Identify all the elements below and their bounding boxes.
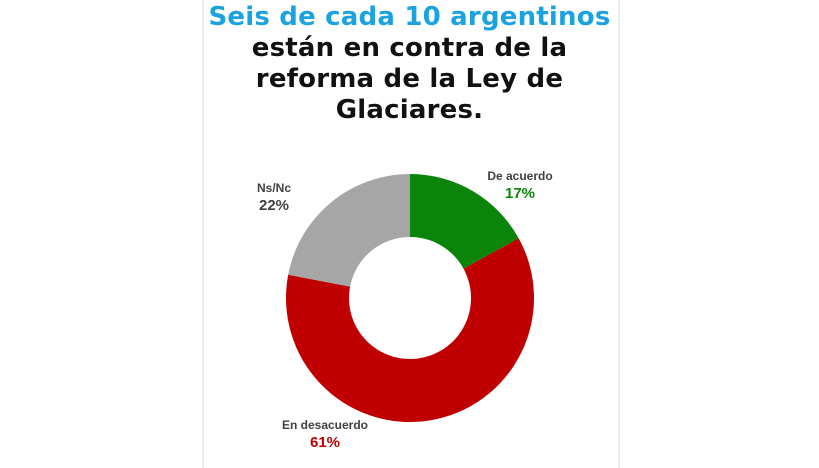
slice-nsnc [288, 174, 410, 287]
label-en-desacuerdo-name: En desacuerdo [281, 418, 369, 432]
label-de-acuerdo: De acuerdo 17% [470, 169, 570, 203]
label-en-desacuerdo-value: 61% [309, 434, 341, 451]
headline-line-4: Glaciares. [335, 95, 484, 125]
headline-accent: Seis de cada 10 argentinos [208, 2, 611, 32]
label-nsnc-name: Ns/Nc [256, 181, 291, 195]
label-de-acuerdo-value: 17% [504, 185, 536, 202]
headline-line-3: reforma de la Ley de [255, 64, 564, 94]
slice-en-desacuerdo [285, 238, 534, 422]
label-en-desacuerdo: En desacuerdo 61% [270, 418, 380, 452]
headline-line-2: están en contra de la [251, 33, 568, 63]
label-de-acuerdo-name: De acuerdo [487, 169, 553, 183]
slice-de-acuerdo [410, 174, 519, 269]
label-nsnc: Ns/Nc 22% [239, 181, 309, 215]
label-nsnc-value: 22% [258, 197, 290, 214]
